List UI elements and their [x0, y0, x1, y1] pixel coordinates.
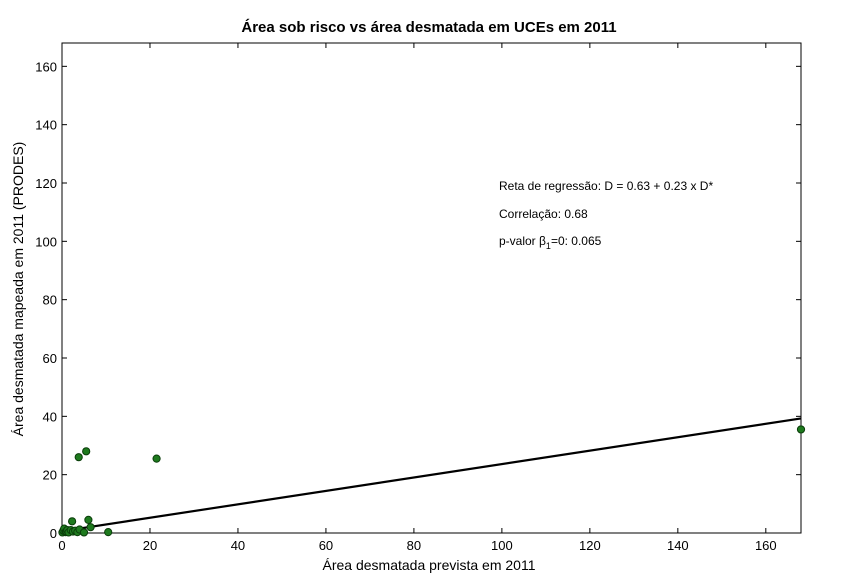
- data-point: [86, 523, 95, 532]
- y-tick-label: 160: [35, 59, 57, 74]
- pvalue-prefix: p-valor β: [499, 234, 546, 248]
- plot-frame: [61, 42, 802, 534]
- x-tick-label: 120: [579, 538, 601, 553]
- y-tick-label: 40: [43, 409, 57, 424]
- data-point: [82, 447, 91, 456]
- x-tick-label: 160: [755, 538, 777, 553]
- data-point: [84, 515, 93, 524]
- x-tick-label: 60: [319, 538, 333, 553]
- pvalue-suffix: =0: 0.065: [551, 234, 602, 248]
- y-tick-label: 60: [43, 351, 57, 366]
- y-tick-label: 0: [50, 526, 57, 541]
- data-point: [152, 454, 161, 463]
- y-tick-label: 140: [35, 118, 57, 133]
- x-tick-label: 0: [58, 538, 65, 553]
- data-points: [58, 425, 806, 537]
- y-axis-label: Área desmatada mapeada em 2011 (PRODES): [10, 142, 26, 437]
- regression-annotation: Reta de regressão: D = 0.63 + 0.23 x D*: [499, 179, 713, 193]
- data-point: [68, 517, 77, 526]
- chart-title: Área sob risco vs área desmatada em UCEs…: [241, 19, 616, 36]
- x-tick-label: 20: [143, 538, 157, 553]
- pvalue-annotation: p-valor β1=0: 0.065: [499, 234, 602, 251]
- data-point: [79, 528, 89, 537]
- regression-line: [61, 417, 802, 533]
- data-point: [74, 453, 83, 462]
- x-tick-label: 140: [667, 538, 689, 553]
- x-tick-label: 80: [407, 538, 421, 553]
- y-tick-label: 80: [43, 293, 57, 308]
- y-tick-label: 120: [35, 176, 57, 191]
- x-tick-label: 100: [491, 538, 513, 553]
- y-tick-label: 100: [35, 234, 57, 249]
- plot-area: 0 20 40 60 80 100 120 140 160 0 20 40 60 80 100 120 140…: [35, 42, 806, 553]
- y-tick-label: 20: [43, 468, 57, 483]
- x-axis-label: Área desmatada prevista em 2011: [323, 557, 536, 573]
- data-point: [796, 425, 806, 434]
- correlation-annotation: Correlação: 0.68: [499, 207, 588, 221]
- y-axis-ticks: 0 20 40 60 80 100 120 140 160: [35, 59, 801, 541]
- pvalue-subscript: 1: [546, 241, 551, 251]
- x-axis-ticks: 0 20 40 60 80 100 120 140 160: [58, 43, 777, 553]
- x-tick-label: 40: [231, 538, 245, 553]
- data-point: [104, 528, 113, 537]
